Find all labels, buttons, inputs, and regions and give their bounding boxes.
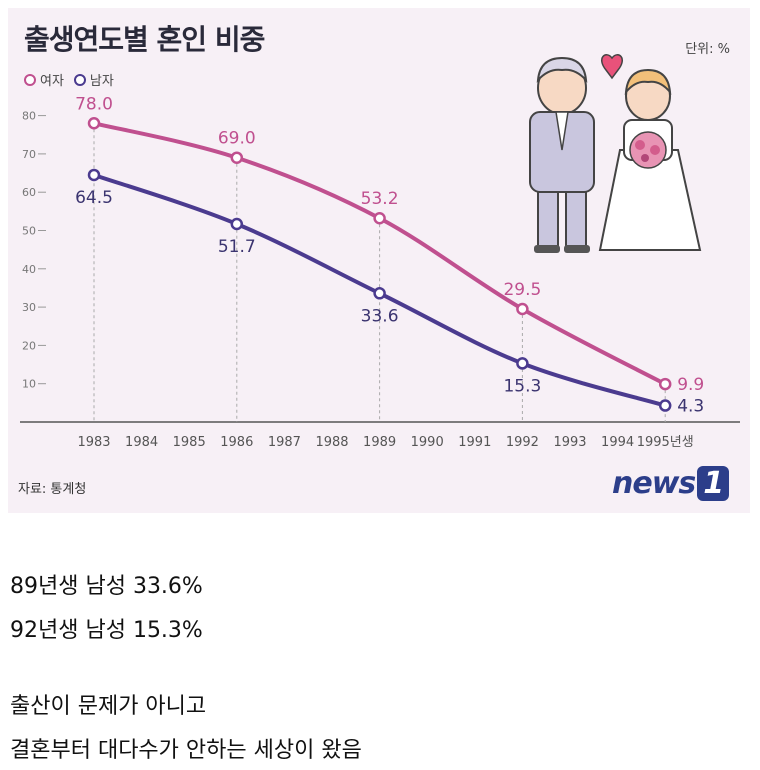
data-point bbox=[516, 357, 529, 370]
data-label: 15.3 bbox=[503, 376, 541, 396]
data-label: 4.3 bbox=[677, 397, 704, 417]
y-tick-label: 70 bbox=[22, 148, 36, 161]
data-label: 78.0 bbox=[75, 94, 113, 114]
data-label: 29.5 bbox=[503, 280, 541, 300]
y-tick-label: 20 bbox=[22, 339, 36, 352]
news1-logo: news 1 bbox=[612, 466, 730, 501]
x-tick-label: 1987 bbox=[268, 435, 301, 450]
legend-marker-male bbox=[73, 73, 86, 86]
data-label: 33.6 bbox=[361, 306, 399, 326]
data-point bbox=[658, 399, 672, 412]
legend-item-male: 남자 bbox=[73, 70, 114, 89]
caption-line-3: 출산이 문제가 아니고 bbox=[10, 694, 207, 719]
line-chart: 10 20 30 40 50 60 70 80 1983 1984 1985 1986 1987 1988… bbox=[20, 54, 740, 450]
legend-marker-female bbox=[24, 73, 36, 86]
wedding-couple-illustration bbox=[529, 54, 702, 253]
x-tick-label: 1988 bbox=[315, 435, 348, 450]
y-tick-label: 30 bbox=[22, 301, 36, 314]
legend-label-male: 남자 bbox=[89, 74, 114, 89]
x-tick-label: 1986 bbox=[220, 435, 253, 450]
data-label: 69.0 bbox=[218, 129, 256, 149]
x-tick-label: 1994 bbox=[601, 435, 634, 450]
chart-title: 출생연도별 혼인 비중 bbox=[24, 23, 265, 56]
data-point bbox=[373, 211, 386, 225]
data-point bbox=[230, 217, 244, 231]
x-tick-label: 1993 bbox=[553, 435, 586, 450]
data-point bbox=[516, 302, 529, 316]
x-tick-label: 1992 bbox=[506, 435, 539, 450]
data-point bbox=[87, 117, 101, 130]
data-point bbox=[373, 287, 386, 300]
data-point bbox=[658, 377, 672, 391]
y-tick-label: 40 bbox=[22, 263, 36, 276]
caption-line-4: 결혼부터 대다수가 안하는 세상이 왔음 bbox=[10, 738, 362, 763]
data-point bbox=[230, 151, 244, 164]
legend-item-female: 여자 bbox=[24, 70, 64, 89]
groom-icon bbox=[529, 56, 595, 253]
legend-label-female: 여자 bbox=[40, 74, 64, 89]
y-tick-label: 60 bbox=[22, 186, 36, 199]
data-label: 9.9 bbox=[677, 375, 704, 395]
data-label: 51.7 bbox=[218, 237, 256, 257]
y-tick-label: 50 bbox=[22, 225, 36, 238]
x-tick-label: 1983 bbox=[77, 435, 110, 450]
x-tick-label: 1995년생 bbox=[637, 435, 694, 450]
caption-line-2: 92년생 남성 15.3% bbox=[10, 618, 203, 643]
x-tick-label: 1989 bbox=[363, 435, 396, 450]
x-tick-label: 1984 bbox=[125, 435, 158, 450]
bride-icon bbox=[598, 68, 702, 251]
x-tick-label: 1990 bbox=[411, 435, 444, 450]
caption-line-1: 89년생 남성 33.6% bbox=[10, 574, 203, 599]
x-tick-label: 1991 bbox=[458, 435, 491, 450]
x-tick-label: 1985 bbox=[173, 435, 206, 450]
heart-icon bbox=[601, 54, 623, 80]
y-tick-label: 80 bbox=[22, 110, 36, 123]
data-point bbox=[87, 168, 101, 182]
unit-label: 단위: % bbox=[685, 42, 730, 57]
y-tick-label: 10 bbox=[22, 378, 36, 391]
source-label: 자료: 통계청 bbox=[18, 482, 87, 497]
legend: 여자 남자 bbox=[24, 70, 114, 89]
data-label: 64.5 bbox=[75, 188, 113, 208]
data-label: 53.2 bbox=[361, 189, 399, 209]
